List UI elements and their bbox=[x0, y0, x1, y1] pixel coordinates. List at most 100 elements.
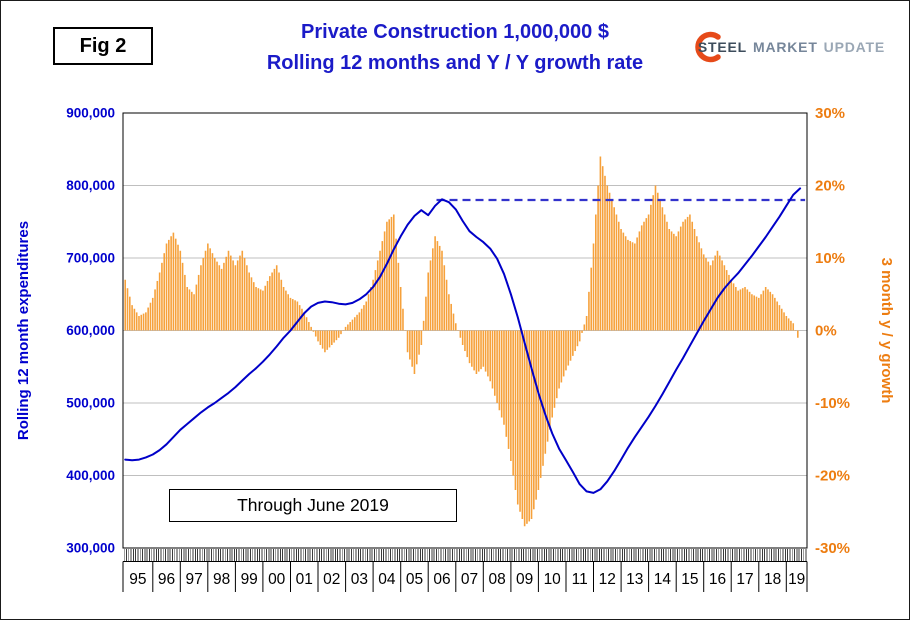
growth-bar bbox=[448, 294, 450, 331]
growth-bar bbox=[484, 330, 487, 372]
growth-bar bbox=[723, 265, 726, 331]
growth-bar bbox=[333, 330, 335, 343]
growth-bar bbox=[790, 320, 792, 331]
growth-bar bbox=[572, 330, 574, 356]
growth-bar bbox=[608, 192, 611, 331]
growth-bar bbox=[234, 265, 237, 331]
growth-bar bbox=[776, 301, 778, 331]
growth-bar bbox=[349, 322, 351, 331]
growth-bar bbox=[271, 272, 273, 331]
growth-bar bbox=[787, 318, 790, 331]
growth-bar bbox=[631, 242, 634, 331]
growth-bar bbox=[728, 274, 730, 331]
growth-bar bbox=[432, 248, 434, 331]
growth-bar bbox=[700, 248, 703, 331]
growth-bar bbox=[597, 185, 599, 331]
growth-bar bbox=[679, 226, 682, 331]
expenditures-line-series bbox=[124, 187, 802, 494]
growth-bar bbox=[450, 303, 452, 331]
growth-bar bbox=[129, 296, 131, 331]
monthly-tick-band bbox=[123, 549, 807, 562]
growth-bar bbox=[500, 330, 503, 418]
year-label: 15 bbox=[681, 571, 698, 588]
growth-bar bbox=[172, 232, 175, 331]
growth-bar bbox=[565, 330, 567, 371]
growth-bar bbox=[702, 254, 705, 331]
year-label: 14 bbox=[654, 571, 672, 588]
growth-bar bbox=[606, 185, 609, 331]
growth-bar bbox=[767, 289, 769, 331]
growth-bar bbox=[638, 231, 641, 331]
growth-bar bbox=[259, 289, 262, 331]
growth-bar bbox=[769, 291, 772, 331]
growth-bar bbox=[555, 330, 558, 399]
growth-bar bbox=[780, 308, 783, 331]
growth-bar bbox=[707, 261, 710, 331]
growth-bar bbox=[190, 291, 193, 331]
growth-bar bbox=[250, 277, 253, 331]
growth-bar bbox=[753, 295, 755, 331]
growth-bar bbox=[257, 288, 260, 331]
growth-bar bbox=[204, 250, 207, 331]
growth-bar bbox=[666, 221, 668, 331]
year-label: 07 bbox=[461, 571, 478, 588]
growth-bar bbox=[693, 229, 696, 331]
growth-bar bbox=[425, 296, 427, 331]
growth-bar bbox=[289, 297, 292, 331]
growth-bar bbox=[617, 221, 620, 331]
growth-bar bbox=[622, 232, 625, 331]
growth-bar bbox=[202, 258, 205, 331]
growth-bar bbox=[427, 272, 430, 331]
growth-bar bbox=[592, 243, 595, 331]
growth-bar bbox=[647, 214, 650, 331]
growth-bar bbox=[751, 294, 753, 331]
growth-bar bbox=[712, 260, 714, 331]
growth-bar bbox=[294, 300, 296, 331]
chart-title-block: Private Construction 1,000,000 $ Rolling… bbox=[1, 17, 909, 79]
growth-bar bbox=[356, 314, 358, 331]
growth-bar bbox=[248, 272, 250, 331]
chart-title: Private Construction 1,000,000 $ bbox=[301, 21, 609, 43]
chart-subtitle: Rolling 12 months and Y / Y growth rate bbox=[266, 52, 644, 74]
growth-bar bbox=[383, 231, 386, 331]
right-tick-label: -30% bbox=[815, 540, 850, 557]
growth-bar bbox=[305, 317, 308, 331]
left-tick-label: 600,000 bbox=[66, 323, 115, 338]
growth-bar bbox=[445, 279, 448, 331]
logo-word-steel: STEEL bbox=[697, 39, 747, 55]
growth-bar bbox=[725, 270, 728, 331]
growth-bar bbox=[459, 330, 462, 338]
growth-bar bbox=[239, 255, 241, 331]
growth-bar bbox=[544, 330, 547, 454]
growth-bar bbox=[186, 287, 188, 331]
growth-bar bbox=[560, 330, 563, 383]
growth-bar bbox=[181, 262, 184, 331]
growth-bar bbox=[149, 302, 152, 331]
growth-bar bbox=[301, 308, 303, 331]
growth-bar bbox=[590, 267, 593, 331]
year-label: 18 bbox=[764, 571, 781, 588]
year-label: 11 bbox=[572, 571, 588, 588]
growth-bar bbox=[370, 287, 372, 331]
year-label: 01 bbox=[296, 571, 313, 588]
growth-bar bbox=[771, 294, 774, 331]
growth-bar bbox=[480, 330, 482, 370]
year-label: 00 bbox=[268, 571, 286, 588]
growth-bar bbox=[475, 330, 478, 374]
year-label: 10 bbox=[544, 571, 562, 588]
growth-bar bbox=[645, 218, 648, 331]
growth-bar bbox=[326, 330, 329, 350]
growth-bar bbox=[142, 313, 145, 331]
growth-bar bbox=[397, 262, 400, 331]
growth-bar bbox=[611, 200, 613, 331]
year-label: 09 bbox=[516, 571, 533, 588]
year-label: 02 bbox=[323, 571, 340, 588]
growth-bar bbox=[792, 323, 795, 331]
growth-bar bbox=[411, 330, 413, 367]
growth-bar bbox=[505, 330, 508, 437]
growth-bar bbox=[340, 330, 342, 335]
growth-bar bbox=[627, 239, 629, 331]
growth-bar bbox=[420, 330, 423, 345]
growth-bar bbox=[358, 312, 361, 331]
